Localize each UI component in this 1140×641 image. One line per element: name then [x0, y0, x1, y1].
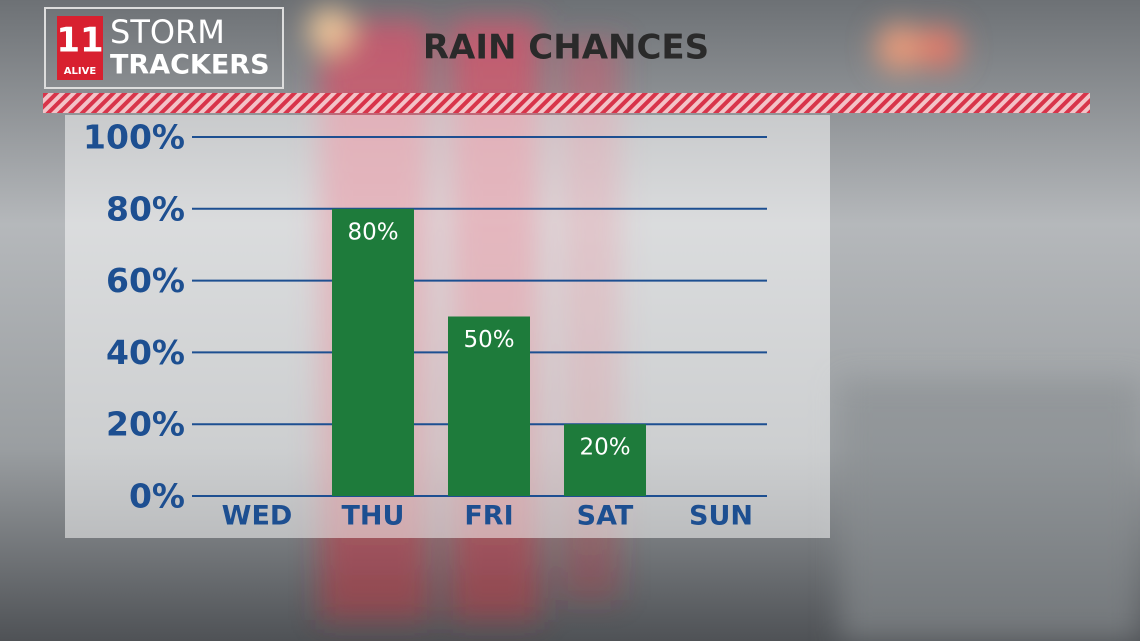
y-tick-label: 40% [106, 333, 185, 372]
x-tick-label: SUN [689, 501, 753, 532]
x-tick-label: FRI [464, 501, 513, 532]
x-tick-label: SAT [577, 501, 634, 532]
logo-line2: TRACKERS [110, 50, 270, 81]
bar [448, 316, 530, 496]
chart-panel [65, 115, 830, 538]
logo-line1: STORM [110, 13, 225, 51]
value-label: 50% [463, 327, 514, 353]
bar [332, 208, 414, 497]
y-tick-label: 80% [106, 189, 185, 228]
value-label: 20% [579, 435, 630, 461]
x-tick-label: WED [222, 501, 293, 532]
x-tick-label: THU [342, 501, 405, 532]
y-tick-label: 20% [106, 405, 185, 444]
logo-number: 11 [56, 21, 103, 61]
chart-title: RAIN CHANCES [423, 28, 709, 68]
value-label: 80% [347, 219, 398, 245]
logo-brand: ALIVE [64, 66, 97, 77]
y-tick-label: 60% [106, 261, 185, 300]
logo: 11 ALIVE STORM TRACKERS [44, 7, 284, 89]
bar [564, 424, 646, 496]
y-tick-label: 100% [83, 118, 185, 157]
hatched-stripe [43, 93, 1090, 113]
y-tick-label: 0% [129, 477, 185, 516]
